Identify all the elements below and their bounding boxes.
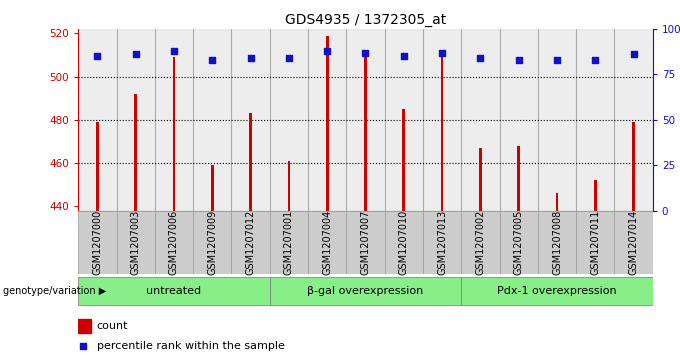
Point <box>130 52 141 57</box>
Bar <box>116 211 155 274</box>
Bar <box>441 57 443 211</box>
Text: GSM1207010: GSM1207010 <box>398 210 409 275</box>
Text: β-gal overexpression: β-gal overexpression <box>307 286 424 296</box>
Bar <box>288 161 290 211</box>
Bar <box>211 165 214 211</box>
Bar <box>615 211 653 274</box>
Bar <box>155 29 193 211</box>
Bar <box>270 211 308 274</box>
Bar <box>231 29 270 211</box>
Point <box>322 48 333 54</box>
Text: GSM1207002: GSM1207002 <box>475 209 486 275</box>
Bar <box>193 211 231 274</box>
Point <box>245 55 256 61</box>
Bar <box>594 180 596 211</box>
Bar <box>78 211 116 274</box>
Bar <box>173 57 175 211</box>
Bar <box>346 211 385 274</box>
Bar <box>517 146 520 211</box>
Text: GSM1207012: GSM1207012 <box>245 209 256 275</box>
Bar <box>385 29 423 211</box>
Text: count: count <box>97 321 128 331</box>
Bar <box>250 113 252 211</box>
Text: GSM1207009: GSM1207009 <box>207 210 218 275</box>
Bar <box>403 109 405 211</box>
Bar <box>556 193 558 211</box>
Bar <box>231 211 270 274</box>
Bar <box>538 211 576 274</box>
Point <box>398 53 409 59</box>
Bar <box>538 29 576 211</box>
Bar <box>326 36 328 211</box>
Text: percentile rank within the sample: percentile rank within the sample <box>97 341 284 351</box>
Text: GSM1207006: GSM1207006 <box>169 210 179 275</box>
Bar <box>308 29 346 211</box>
Point <box>513 57 524 63</box>
Bar <box>461 211 500 274</box>
Point <box>207 57 218 63</box>
Bar <box>270 29 308 211</box>
Bar <box>576 211 615 274</box>
Bar <box>78 29 116 211</box>
Bar <box>96 122 99 211</box>
Bar <box>135 94 137 211</box>
Bar <box>155 211 193 274</box>
Bar <box>500 211 538 274</box>
Bar <box>78 277 270 305</box>
Text: untreated: untreated <box>146 286 201 296</box>
Text: GSM1207005: GSM1207005 <box>513 209 524 275</box>
Bar <box>78 319 91 333</box>
Bar <box>385 211 423 274</box>
Bar <box>461 29 500 211</box>
Text: GSM1207000: GSM1207000 <box>92 210 103 275</box>
Text: GSM1207008: GSM1207008 <box>552 210 562 275</box>
Point <box>437 50 447 56</box>
Point <box>78 343 89 349</box>
Bar <box>632 122 635 211</box>
Text: GSM1207004: GSM1207004 <box>322 210 333 275</box>
Text: GSM1207011: GSM1207011 <box>590 210 600 275</box>
Bar <box>346 29 385 211</box>
Bar <box>308 211 346 274</box>
Point <box>92 53 103 59</box>
Text: GSM1207007: GSM1207007 <box>360 209 371 275</box>
Bar <box>461 277 653 305</box>
Bar <box>576 29 615 211</box>
Text: GSM1207003: GSM1207003 <box>131 210 141 275</box>
Text: GSM1207001: GSM1207001 <box>284 210 294 275</box>
Point <box>169 48 180 54</box>
Bar <box>423 29 461 211</box>
Bar <box>479 148 481 211</box>
Bar <box>615 29 653 211</box>
Point <box>628 52 639 57</box>
Point <box>551 57 562 63</box>
Point <box>590 57 600 63</box>
Point <box>284 55 294 61</box>
Text: GSM1207013: GSM1207013 <box>437 210 447 275</box>
Bar <box>364 55 367 211</box>
Text: GSM1207014: GSM1207014 <box>628 210 639 275</box>
Bar <box>500 29 538 211</box>
Bar <box>270 277 461 305</box>
Title: GDS4935 / 1372305_at: GDS4935 / 1372305_at <box>285 13 446 26</box>
Text: genotype/variation ▶: genotype/variation ▶ <box>3 286 107 296</box>
Bar <box>193 29 231 211</box>
Text: Pdx-1 overexpression: Pdx-1 overexpression <box>497 286 617 296</box>
Point <box>475 55 486 61</box>
Point <box>360 50 371 56</box>
Bar <box>423 211 461 274</box>
Bar <box>116 29 155 211</box>
